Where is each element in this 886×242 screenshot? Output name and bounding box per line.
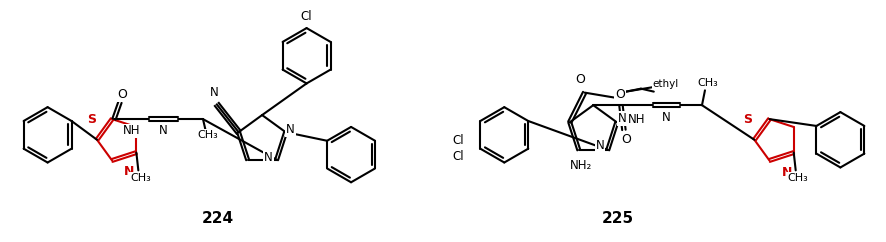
Text: NH: NH: [122, 124, 140, 137]
Text: N: N: [618, 112, 626, 125]
Text: N: N: [781, 166, 791, 179]
Text: N: N: [124, 165, 134, 178]
Text: S: S: [742, 113, 751, 126]
Text: ethyl: ethyl: [652, 79, 678, 89]
Text: O: O: [575, 73, 585, 86]
Text: 224: 224: [201, 211, 233, 226]
Text: NH: NH: [627, 113, 645, 126]
Text: CH₃: CH₃: [129, 173, 151, 183]
Text: O: O: [117, 88, 127, 101]
Text: N: N: [159, 124, 167, 137]
Text: N: N: [264, 151, 273, 164]
Text: N: N: [209, 86, 218, 99]
Text: Cl: Cl: [452, 134, 464, 147]
Text: N: N: [286, 123, 294, 136]
Text: CH₃: CH₃: [198, 130, 218, 140]
Text: O: O: [620, 133, 630, 146]
Text: Cl: Cl: [452, 150, 464, 163]
Text: CH₃: CH₃: [787, 173, 807, 183]
Text: NH₂: NH₂: [569, 159, 591, 172]
Text: O: O: [615, 88, 625, 101]
Text: N: N: [661, 111, 670, 124]
Text: CH₃: CH₃: [696, 78, 718, 88]
Text: S: S: [87, 113, 96, 127]
Text: 225: 225: [602, 211, 633, 226]
Text: Cl: Cl: [300, 10, 312, 23]
Text: N: N: [595, 139, 603, 152]
